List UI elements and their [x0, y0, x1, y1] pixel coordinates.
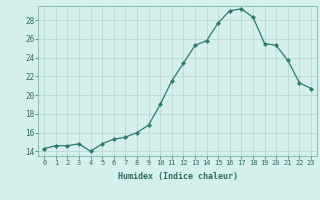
X-axis label: Humidex (Indice chaleur): Humidex (Indice chaleur)	[118, 172, 238, 181]
